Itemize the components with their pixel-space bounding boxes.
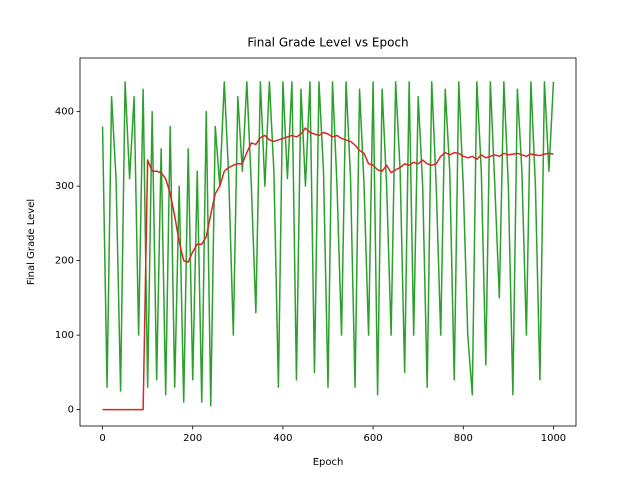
y-tick-label: 300	[55, 181, 74, 192]
x-tick-label: 600	[364, 433, 383, 444]
line-series	[102, 127, 554, 411]
y-tick-label: 200	[55, 256, 74, 267]
y-tick-label: 0	[68, 405, 74, 416]
plot-frame	[79, 57, 577, 427]
x-tick-label: 400	[273, 433, 292, 444]
x-tick-label: 200	[183, 433, 202, 444]
x-axis-label: Epoch	[313, 457, 344, 468]
y-tick-label: 100	[55, 330, 74, 341]
x-tick-label: 1000	[541, 433, 566, 444]
x-tick-label: 0	[99, 433, 105, 444]
x-tick-label: 800	[454, 433, 473, 444]
chart-title: Final Grade Level vs Epoch	[247, 36, 408, 50]
line-series	[101, 81, 555, 407]
y-tick-label: 400	[55, 107, 74, 118]
y-axis-label: Final Grade Level	[26, 199, 37, 285]
